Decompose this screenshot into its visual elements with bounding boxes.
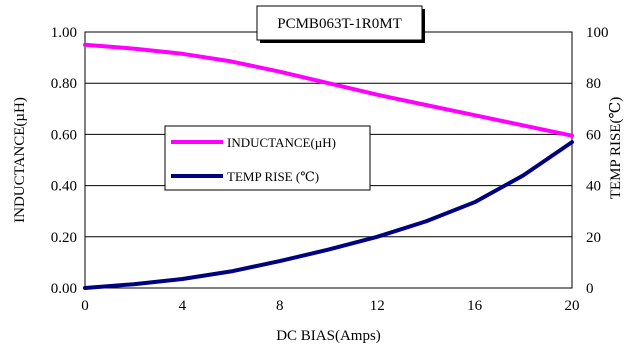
x-tick-label: 20 bbox=[565, 298, 580, 314]
x-tick-label: 12 bbox=[370, 298, 385, 314]
legend-label-inductance: INDUCTANCE(µH) bbox=[227, 135, 336, 150]
legend-label-temp-rise: TEMP RISE (℃) bbox=[227, 169, 319, 184]
tick-labels: 0.00 0.20 0.40 0.60 0.80 1.00 0 20 40 60 80 100 0 4 8 1… bbox=[51, 25, 609, 314]
x-axis-title: DC BIAS(Amps) bbox=[276, 328, 381, 344]
series-line-temp-rise bbox=[83, 140, 574, 290]
chart-title-box: PCMB063T-1R0MT bbox=[256, 5, 425, 43]
y-tick-label: 0.80 bbox=[51, 76, 77, 92]
y2-tick-label: 20 bbox=[586, 230, 601, 246]
legend-box bbox=[164, 125, 371, 191]
x-tick-label: 0 bbox=[81, 298, 89, 314]
title-box bbox=[256, 5, 423, 41]
y-tick-label: 0.00 bbox=[51, 281, 77, 297]
y2-tick-label: 40 bbox=[586, 179, 601, 195]
series-line-inductance bbox=[83, 42, 574, 138]
series-layer bbox=[83, 42, 574, 290]
y-tick-label: 0.60 bbox=[51, 127, 77, 143]
x-tick-label: 8 bbox=[276, 298, 284, 314]
y-tick-label: 0.20 bbox=[51, 230, 77, 246]
y2-tick-label: 60 bbox=[586, 127, 601, 143]
chart-title: PCMB063T-1R0MT bbox=[277, 16, 401, 32]
y-tick-label: 1.00 bbox=[51, 25, 77, 41]
y-axis-title-left: INDUCTANCE(µH) bbox=[12, 97, 28, 223]
legend: INDUCTANCE(µH) TEMP RISE (℃) bbox=[164, 125, 371, 191]
x-tick-label: 4 bbox=[179, 298, 187, 314]
y2-tick-label: 100 bbox=[586, 25, 609, 41]
y-tick-label: 0.40 bbox=[51, 179, 77, 195]
x-tick-label: 16 bbox=[467, 298, 483, 314]
y2-tick-label: 80 bbox=[586, 76, 601, 92]
y-axis-title-right: TEMP RISE(℃) bbox=[608, 97, 624, 199]
y2-tick-label: 0 bbox=[586, 281, 594, 297]
